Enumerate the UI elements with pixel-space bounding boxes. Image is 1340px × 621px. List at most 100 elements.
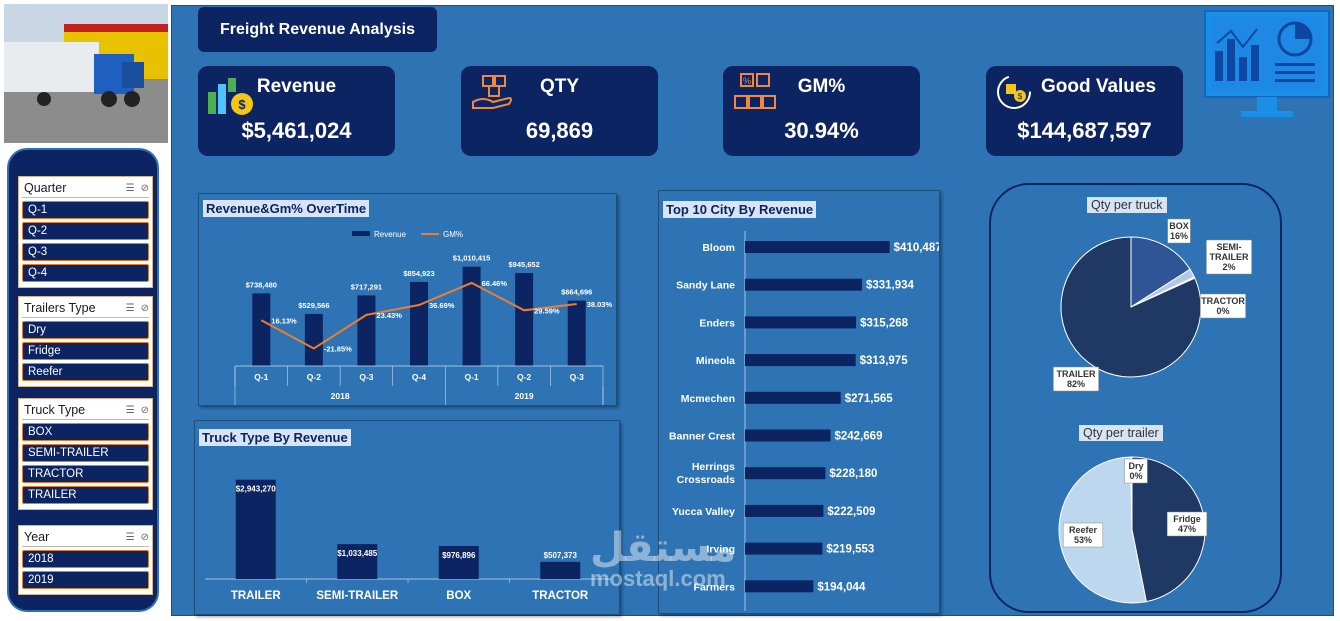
bar-truck-type [438,546,479,579]
kpi-value: $5,461,024 [241,118,352,143]
clear-filter-icon[interactable]: ⊘ [140,531,149,543]
bar-city [745,241,890,253]
bar-truck-type [337,544,378,579]
x-tick-label: Q-2 [307,372,321,382]
y-tick-label: Farmers [694,581,736,593]
slicer-item[interactable]: TRACTOR [22,465,149,483]
pie-data-label: SEMI-TRAILER 2% [1210,242,1249,272]
slicer-item[interactable]: TRAILER [22,486,149,504]
bar-revenue [410,281,428,366]
x-tick-label: Q-3 [359,372,373,382]
y-tick-label: Yucca Valley [672,506,735,518]
x-tick-label: Q-1 [464,372,478,382]
pie-data-label: Fridge 47% [1173,514,1201,534]
multi-select-icon[interactable]: ☰ [125,404,135,416]
dashboard-title: Freight Revenue Analysis [198,7,437,52]
bar-city [745,542,823,555]
percent-boxes-icon: % [731,72,781,119]
slicer-header: Truck Type ☰ ⊘ [22,401,149,420]
pie-label-box [1062,522,1104,548]
slicer-item[interactable]: Fridge [22,342,149,360]
pie-slice [1130,236,1191,308]
kpi-value: $144,687,597 [1017,118,1152,143]
kpi-card-good-values: $ Good Values $144,687,597 [986,66,1183,156]
bar-city [745,354,856,367]
chart-title: Qty per truck [1087,197,1167,213]
slicer-title: Trailers Type [24,301,96,315]
clear-filter-icon[interactable]: ⊘ [140,182,149,194]
revenue-gm-chart: Revenue&Gm% OverTime Revenue GM% $738,48… [198,193,617,406]
data-label-gm: 16.13% [271,316,297,325]
monitor-chart-icon [1203,9,1331,126]
chart-title: Truck Type By Revenue [199,429,351,446]
slicer-header: Quarter ☰ ⊘ [22,179,149,198]
svg-text:%: % [743,76,751,86]
slicer-item[interactable]: Q-4 [22,264,149,282]
bar-revenue [567,300,586,366]
bar-city [745,504,824,517]
svg-text:$: $ [1018,92,1023,101]
x-tick-label: Q-4 [412,372,426,382]
legend-label-revenue: Revenue [374,230,407,239]
data-label: $194,044 [817,581,866,593]
line-gm [260,281,577,350]
y-tick-label: Mcmechen [681,393,735,405]
kpi-value: 69,869 [525,118,594,143]
truck-type-chart-svg: $2,943,270 TRAILER $1,033,485 SEMI-TRAILER $… [205,479,611,602]
pie-label-box [1206,239,1252,275]
multi-select-icon[interactable]: ☰ [125,531,135,543]
data-label-gm: 66.46% [482,279,508,288]
slicer-panel: Quarter ☰ ⊘ Q-1 Q-2 Q-3 Q-4 Trailers Type… [7,148,159,612]
legend-label-gm: GM% [443,230,463,239]
multi-select-icon[interactable]: ☰ [125,182,135,194]
slicer-item[interactable]: Dry [22,321,149,339]
data-label-revenue: $664,696 [561,288,592,297]
pie-label-box [1200,293,1246,319]
chart-title: Revenue&Gm% OverTime [203,200,370,217]
chart-title: Qty per trailer [1079,425,1163,441]
slicer-item[interactable]: 2019 [22,571,149,589]
data-label-revenue: $945,652 [508,260,539,269]
slicer-year: Year ☰ ⊘ 2018 2019 [18,525,153,595]
money-bag-icon: $ [206,72,256,121]
slicer-item[interactable]: SEMI-TRAILER [22,444,149,462]
slicer-item[interactable]: Q-3 [22,243,149,261]
data-label: $976,896 [442,551,476,560]
truck-type-chart: Truck Type By Revenue $2,943,270 TRAILER $… [194,420,620,615]
slicer-item[interactable]: Q-1 [22,201,149,219]
data-label-gm: -21.85% [324,345,352,354]
slicer-item[interactable]: Q-2 [22,222,149,240]
data-label: $228,180 [829,468,877,480]
bar-truck-type [540,561,581,579]
x-tick-label: SEMI-TRAILER [316,590,398,602]
x-tick-label: Q-3 [570,372,584,382]
clear-filter-icon[interactable]: ⊘ [140,302,149,314]
x-tick-label: TRAILER [231,590,282,602]
bar-revenue [304,313,323,366]
kpi-label: QTY [539,76,580,97]
pie-charts-svg: BOX 16% SEMI-TRAILER 2% TRACTOR 0% TRAILER 82% F… [1053,218,1252,604]
slicer-item[interactable]: Reefer [22,363,149,381]
boxes-hand-icon [469,72,519,117]
slicer-item[interactable]: BOX [22,423,149,441]
pie-slice [1060,236,1202,378]
pie-data-label: BOX 16% [1169,221,1189,241]
slicer-truck-type: Truck Type ☰ ⊘ BOX SEMI-TRAILER TRACTOR T… [18,398,153,510]
dollar-box-icon: $ [994,72,1034,117]
slicer-item[interactable]: 2018 [22,550,149,568]
watermark-arabic: مستقل [590,525,737,571]
pie-data-label: Dry 0% [1128,461,1143,481]
bar-revenue [515,273,534,366]
y-tick-label: Irving [706,544,735,556]
y-tick-label: Sandy Lane [676,280,735,292]
data-label: $271,565 [845,393,894,405]
data-label-revenue: $738,480 [246,280,277,289]
data-label-gm: 38.03% [587,300,613,309]
pie-label-box [1053,366,1099,392]
svg-text:$: $ [238,97,246,112]
clear-filter-icon[interactable]: ⊘ [140,404,149,416]
multi-select-icon[interactable]: ☰ [125,302,135,314]
data-label-gm: 36.69% [429,301,455,310]
top-city-chart: Top 10 City By Revenue $410,487 Bloom $331… [658,190,942,614]
kpi-card-gm: % GM% 30.94% [723,66,920,156]
